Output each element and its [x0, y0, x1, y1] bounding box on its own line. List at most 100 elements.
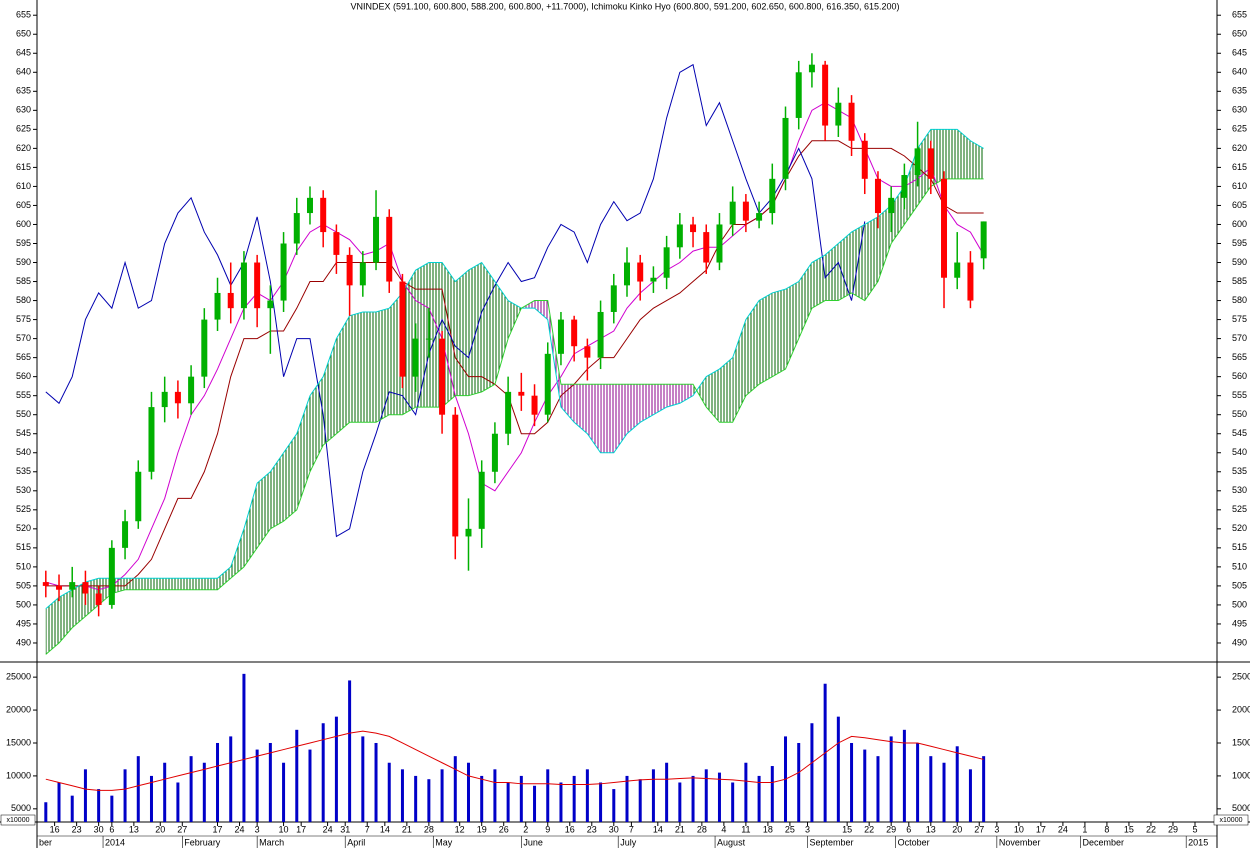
volume-bar	[599, 782, 603, 822]
y-tick-label: 555	[1232, 390, 1247, 400]
x-tick-label: 13	[129, 824, 139, 834]
y-tick-label: 505	[16, 580, 31, 590]
x-tick-label: 17	[296, 824, 306, 834]
candle-body	[914, 148, 921, 176]
y-tick-label: 525	[1232, 504, 1247, 514]
month-label: August	[717, 837, 746, 847]
candle-body	[386, 216, 393, 282]
cloud-segment	[428, 262, 443, 408]
y-tick-label: 590	[16, 257, 31, 267]
candle-body	[280, 243, 287, 301]
cloud-segment	[494, 281, 509, 385]
cloud-segment	[59, 589, 73, 643]
candle-body	[610, 285, 617, 312]
month-label: May	[435, 837, 453, 847]
volume-bar	[929, 756, 933, 822]
x-tick-label: 17	[213, 824, 223, 834]
x-tick-label: 28	[697, 824, 707, 834]
cloud-segment	[534, 300, 548, 320]
cloud-segment	[785, 281, 799, 370]
volume-bar	[559, 782, 563, 822]
volume-bar	[533, 785, 537, 822]
candle-body	[161, 391, 168, 408]
candle-body	[518, 391, 525, 396]
cloud-segment	[455, 270, 469, 396]
cloud-segment	[508, 300, 522, 339]
volume-bar	[149, 775, 153, 822]
x-tick-label: 15	[842, 824, 852, 834]
volume-bar	[348, 680, 352, 822]
month-label: September	[810, 837, 854, 847]
volume-unit-label: x10000	[7, 817, 30, 824]
x-tick-label: 29	[1168, 824, 1178, 834]
y-tick-label: 500	[1232, 599, 1247, 609]
cloud-segment	[230, 528, 244, 579]
volume-bar	[691, 775, 695, 822]
cloud-segment	[336, 315, 350, 434]
volume-bar	[189, 756, 193, 822]
y-tick-label: 15000	[1232, 737, 1250, 747]
cloud-segment	[772, 289, 786, 377]
volume-bar	[229, 736, 233, 822]
x-tick-label: 5	[1192, 824, 1197, 834]
x-tick-label: 22	[1146, 824, 1156, 834]
x-tick-label: 24	[323, 824, 333, 834]
x-tick-label: 21	[402, 824, 412, 834]
cloud-segment	[811, 254, 826, 309]
cloud-segment	[574, 384, 588, 434]
candle-body	[769, 178, 776, 214]
volume-bar	[955, 746, 959, 822]
candle-body	[135, 471, 142, 522]
y-tick-label: 545	[1232, 428, 1247, 438]
x-tick-label: 10	[279, 824, 289, 834]
candle-body	[531, 395, 538, 415]
volume-bar	[810, 723, 814, 822]
volume-bar	[282, 762, 286, 822]
candle-body	[425, 338, 432, 340]
candle-body	[967, 262, 974, 301]
y-tick-label: 585	[1232, 276, 1247, 286]
candle-body	[756, 213, 763, 221]
x-tick-label: 31	[340, 824, 350, 834]
volume-bar	[770, 766, 774, 822]
cloud-segment	[957, 129, 971, 179]
candle-body	[359, 262, 366, 286]
candle-body	[201, 319, 208, 377]
cloud-segment	[164, 578, 178, 590]
volume-bar	[202, 762, 206, 822]
candle-body	[703, 232, 710, 263]
candle-body	[306, 197, 313, 214]
y-tick-label: 635	[16, 86, 31, 96]
cloud-segment	[877, 205, 892, 282]
y-tick-label: 570	[16, 333, 31, 343]
volume-bar	[480, 775, 484, 822]
x-tick-label: 21	[675, 824, 685, 834]
y-tick-label: 610	[1232, 181, 1247, 191]
y-tick-label: 495	[16, 618, 31, 628]
y-tick-label: 630	[16, 105, 31, 115]
y-tick-label: 510	[1232, 561, 1247, 571]
y-tick-label: 515	[1232, 542, 1247, 552]
y-tick-label: 575	[1232, 314, 1247, 324]
cloud-segment	[270, 452, 284, 529]
candle-body	[122, 521, 129, 548]
x-tick-label: 11	[741, 824, 750, 834]
candle-body	[254, 262, 261, 309]
indicator-line	[45, 128, 984, 610]
candle-body	[676, 224, 683, 248]
y-tick-label: 645	[16, 48, 31, 58]
volume-bar	[387, 762, 391, 822]
y-tick-label: 565	[16, 352, 31, 362]
x-tick-label: 8	[1104, 824, 1109, 834]
x-tick-label: 23	[587, 824, 597, 834]
volume-bar	[57, 782, 61, 822]
volume-bar	[902, 729, 906, 822]
volume-bar	[242, 673, 246, 822]
x-tick-label: 30	[609, 824, 619, 834]
x-tick-label: 22	[864, 824, 874, 834]
y-tick-label: 525	[16, 504, 31, 514]
x-tick-label: 15	[1124, 824, 1134, 834]
candle-body	[69, 582, 76, 590]
volume-bar	[638, 779, 642, 822]
y-tick-label: 535	[16, 466, 31, 476]
